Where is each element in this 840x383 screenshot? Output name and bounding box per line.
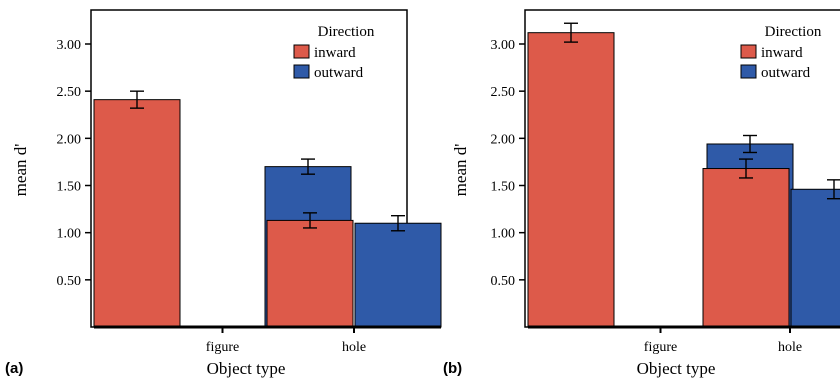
legend-swatch-outward xyxy=(293,64,310,79)
x-axis-title: Object type xyxy=(207,359,286,378)
y-tick-label: 2.00 xyxy=(57,132,82,147)
x-tick-label: hole xyxy=(778,340,802,355)
legend: Direction inward outward xyxy=(740,24,822,81)
legend-label-outward: outward xyxy=(314,65,364,81)
bar-inward-hole xyxy=(702,168,790,328)
y-tick-label: 0.50 xyxy=(491,274,516,289)
bar-inward-figure xyxy=(527,32,615,328)
x-tick-label: figure xyxy=(644,340,677,355)
y-tick-label: 3.00 xyxy=(57,38,82,53)
legend-label-inward: inward xyxy=(314,45,356,61)
bar-outward-hole xyxy=(790,188,840,328)
bar-outward-hole xyxy=(354,222,442,328)
panel-b: 0.50 1.00 1.50 2.00 2.50 3.00 figure hole Dire… xyxy=(443,9,840,378)
legend-label-inward: inward xyxy=(761,45,803,61)
legend-swatch-inward xyxy=(293,44,310,59)
y-tick-label: 3.00 xyxy=(491,38,516,53)
error-bar-inward-hole xyxy=(303,212,317,229)
x-axis-title: Object type xyxy=(637,359,716,378)
y-ticks: 0.50 1.00 1.50 2.00 2.50 3.00 xyxy=(57,38,91,289)
y-tick-label: 0.50 xyxy=(57,274,82,289)
x-ticks: figure hole xyxy=(206,327,366,355)
panel-label-a: (a) xyxy=(5,360,23,377)
y-axis-title: mean d' xyxy=(451,144,470,197)
error-bar-inward-figure xyxy=(130,90,144,109)
legend-swatch-outward xyxy=(740,64,757,79)
error-bar-inward-hole xyxy=(739,158,753,179)
x-tick-label: figure xyxy=(206,340,239,355)
error-bar-outward-hole xyxy=(827,179,840,200)
x-ticks: figure hole xyxy=(644,327,802,355)
y-tick-label: 1.50 xyxy=(491,180,516,195)
bars-layer xyxy=(93,90,442,329)
y-ticks: 0.50 1.00 1.50 2.00 2.50 3.00 xyxy=(491,38,525,289)
error-bar-outward-figure xyxy=(743,134,757,154)
error-bar-inward-figure xyxy=(564,22,578,43)
legend-title: Direction xyxy=(765,24,822,40)
error-bar-outward-hole xyxy=(391,214,405,232)
y-tick-label: 2.50 xyxy=(57,85,82,100)
y-tick-label: 1.00 xyxy=(491,227,516,242)
y-tick-label: 1.50 xyxy=(57,180,82,195)
y-tick-label: 2.00 xyxy=(491,132,516,147)
bar-inward-figure xyxy=(93,99,181,328)
error-bar-outward-figure xyxy=(301,158,315,175)
y-tick-label: 2.50 xyxy=(491,85,516,100)
panel-a: 0.50 1.00 1.50 2.00 2.50 3.00 figure hole Dire… xyxy=(5,9,442,378)
legend-swatch-inward xyxy=(740,44,757,59)
legend-label-outward: outward xyxy=(761,65,811,81)
x-tick-label: hole xyxy=(342,340,366,355)
y-axis-title: mean d' xyxy=(11,144,30,197)
y-tick-label: 1.00 xyxy=(57,227,82,242)
legend-title: Direction xyxy=(318,24,375,40)
bar-inward-hole xyxy=(266,219,354,328)
bars-layer xyxy=(527,22,840,329)
legend: Direction inward outward xyxy=(293,24,375,81)
panel-label-b: (b) xyxy=(443,360,462,377)
